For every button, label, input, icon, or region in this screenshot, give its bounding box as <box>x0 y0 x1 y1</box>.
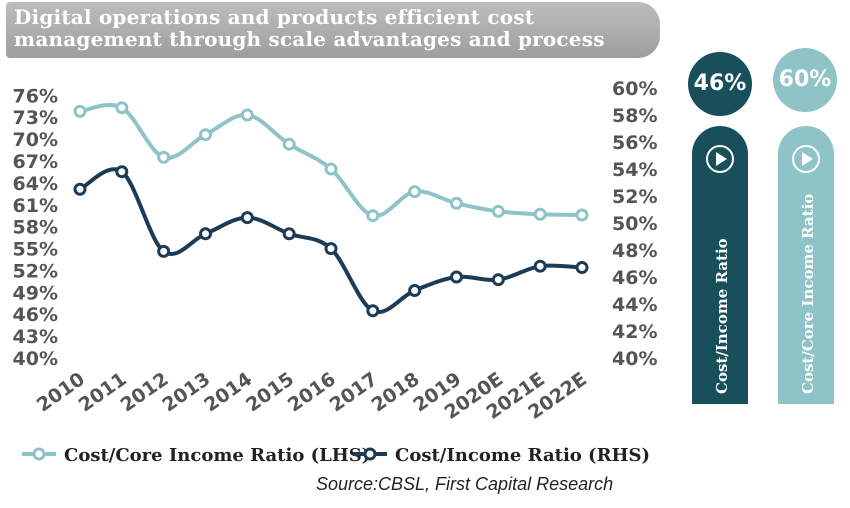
cost-core-income-badge: 60% <box>773 48 837 112</box>
rhs-data-point <box>282 227 296 241</box>
x-axis-tick-label: 2011 <box>75 368 131 416</box>
rhs-data-point <box>366 304 380 318</box>
right-axis-tick-label: 50% <box>612 213 657 235</box>
x-axis-tick-label: 2013 <box>158 368 214 416</box>
chart-title: Digital operations and products efficien… <box>14 5 605 51</box>
lhs-data-point <box>73 104 87 118</box>
lhs-data-point <box>408 185 422 199</box>
rhs-data-point <box>324 242 338 256</box>
lhs-data-point <box>450 196 463 210</box>
rhs-data-point <box>115 165 129 179</box>
left-axis-tick-label: 64% <box>13 173 58 195</box>
left-axis-tick-label: 55% <box>13 239 58 261</box>
left-axis-tick-label: 46% <box>13 304 58 326</box>
play-icon[interactable] <box>791 144 821 174</box>
lhs-data-point <box>575 208 589 222</box>
lhs-data-point <box>199 128 212 142</box>
left-axis-tick-label: 49% <box>13 282 58 304</box>
right-axis-tick-label: 40% <box>612 348 657 370</box>
lhs-data-point <box>115 101 129 115</box>
x-axis-tick-label: 2014 <box>200 368 256 416</box>
left-axis-tick-label: 58% <box>13 217 58 239</box>
lhs-data-point <box>533 207 547 221</box>
right-axis-tick-label: 60% <box>612 78 657 100</box>
x-axis-tick-label: 2010 <box>33 368 89 416</box>
rhs-series-line <box>78 167 584 315</box>
lhs-data-point <box>324 162 338 176</box>
rhs-data-point <box>408 284 422 297</box>
left-axis-tick-label: 61% <box>13 195 58 217</box>
right-axis-tick-label: 46% <box>612 267 657 289</box>
cost-core-income-ratio-label: Cost/Core Income Ratio <box>799 193 817 394</box>
legend-swatch-marker <box>363 447 377 461</box>
cost-income-ratio-label: Cost/Income Ratio <box>713 238 731 394</box>
cost-income-ratio-tab[interactable]: Cost/Income Ratio <box>692 126 748 404</box>
right-axis-tick-label: 42% <box>612 321 657 343</box>
cost-income-badge: 46% <box>688 52 752 116</box>
x-axis-tick-label: 2016 <box>284 368 340 416</box>
source-note: Source:CBSL, First Capital Research <box>316 474 614 494</box>
legend-label: Cost/Income Ratio (RHS) <box>395 445 650 466</box>
rhs-data-point <box>240 211 254 225</box>
right-axis-tick-label: 52% <box>612 186 657 208</box>
lhs-data-point <box>240 108 254 122</box>
rhs-data-point <box>491 273 505 287</box>
rhs-data-point <box>199 227 212 241</box>
rhs-data-point <box>575 261 589 275</box>
left-axis-tick-label: 40% <box>13 348 58 370</box>
play-icon[interactable] <box>705 144 735 174</box>
right-axis-tick-label: 58% <box>612 105 657 127</box>
lhs-data-point <box>366 209 380 223</box>
rhs-data-point <box>73 182 87 196</box>
left-axis-tick-label: 76% <box>13 85 58 107</box>
right-axis-tick-label: 44% <box>612 294 657 316</box>
right-axis-tick-label: 56% <box>612 132 657 154</box>
x-axis-tick-label: 2012 <box>117 368 173 416</box>
right-axis-tick-label: 48% <box>612 240 657 262</box>
lhs-data-point <box>282 137 296 151</box>
legend-swatch-marker <box>32 447 46 461</box>
x-axis-tick-label: 2018 <box>368 368 424 416</box>
left-axis-tick-label: 43% <box>13 326 58 348</box>
lhs-series-line <box>78 102 584 218</box>
x-axis-tick-label: 2015 <box>242 368 298 416</box>
right-axis-tick-label: 54% <box>612 159 657 181</box>
left-axis-tick-label: 67% <box>13 151 58 173</box>
rhs-data-point <box>533 259 547 273</box>
left-axis-tick-label: 52% <box>13 260 58 282</box>
lhs-data-point <box>491 204 505 218</box>
rhs-data-point <box>450 270 463 284</box>
left-axis-tick-label: 70% <box>13 129 58 151</box>
legend-label: Cost/Core Income Ratio (LHS) <box>64 445 370 466</box>
rhs-data-point <box>157 244 171 258</box>
title-banner <box>6 2 660 58</box>
x-axis-tick-label: 2017 <box>326 368 382 416</box>
left-axis-tick-label: 73% <box>13 107 58 129</box>
cost-core-income-ratio-tab[interactable]: Cost/Core Income Ratio <box>778 126 834 404</box>
lhs-data-point <box>157 150 171 164</box>
